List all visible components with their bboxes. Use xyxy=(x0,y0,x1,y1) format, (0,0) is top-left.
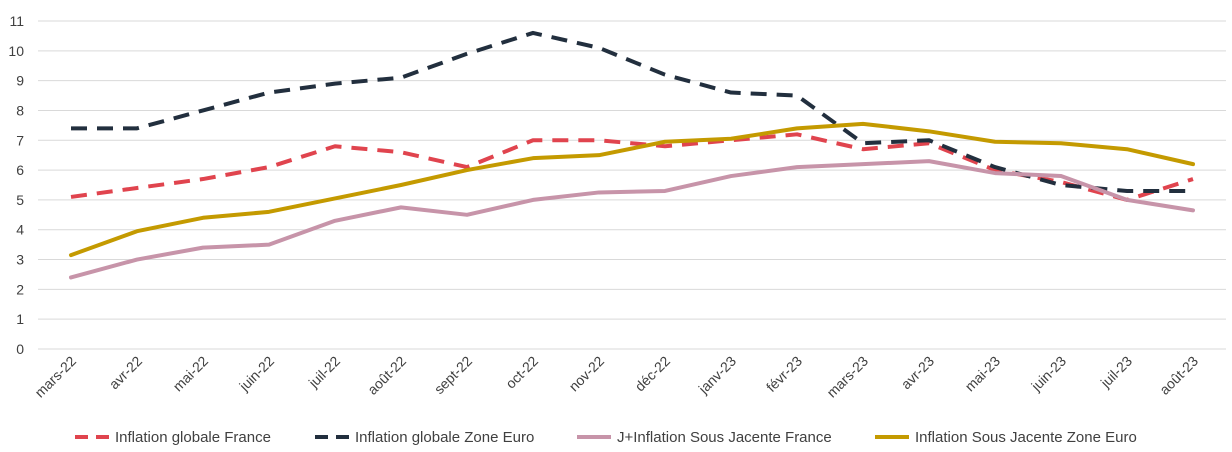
y-tick-label: 7 xyxy=(16,132,24,148)
series-line-4 xyxy=(69,121,1195,258)
x-tick-label: juin-22 xyxy=(235,353,277,395)
x-tick-label: juil-22 xyxy=(305,353,344,392)
series-line-1 xyxy=(70,132,1194,202)
y-tick-label: 1 xyxy=(16,311,24,327)
y-tick-label: 4 xyxy=(16,222,24,238)
x-tick-label: mai-22 xyxy=(170,353,212,395)
x-tick-label: août-22 xyxy=(364,353,409,398)
y-tick-label: 6 xyxy=(16,162,24,178)
chart-series xyxy=(69,30,1195,280)
x-tick-label: avr-22 xyxy=(106,353,146,393)
x-tick-label: janv-23 xyxy=(695,353,740,398)
y-tick-label: 11 xyxy=(9,13,24,29)
series-line-2 xyxy=(71,30,1193,193)
x-tick-label: déc-22 xyxy=(632,353,674,395)
legend-label: Inflation globale France xyxy=(115,429,271,446)
y-axis-tick-labels: 0 1 2 3 4 5 6 7 8 9 10 11 xyxy=(8,13,24,357)
y-tick-label: 10 xyxy=(8,43,24,59)
x-tick-label: sept-22 xyxy=(431,353,475,397)
x-tick-label: févr-23 xyxy=(763,353,805,395)
y-tick-label: 9 xyxy=(16,73,24,89)
x-tick-label: mai-23 xyxy=(962,353,1004,395)
y-tick-label: 3 xyxy=(16,252,24,268)
x-tick-label: oct-22 xyxy=(502,353,541,392)
chart-legend: Inflation globale France Inflation global… xyxy=(75,429,1137,446)
y-tick-label: 2 xyxy=(16,281,24,297)
x-tick-label: juin-23 xyxy=(1027,353,1069,395)
x-tick-label: mars-23 xyxy=(823,353,871,401)
x-tick-label: nov-22 xyxy=(566,353,608,395)
x-axis-tick-labels: mars-22 avr-22 mai-22 juin-22 juil-22 août-22… xyxy=(31,353,1201,401)
x-tick-label: juil-23 xyxy=(1097,353,1136,392)
y-tick-label: 8 xyxy=(16,102,24,118)
x-tick-label: mars-22 xyxy=(31,353,79,401)
x-tick-label: août-23 xyxy=(1156,353,1201,398)
legend-label: Inflation Sous Jacente Zone Euro xyxy=(915,429,1137,446)
chart-gridlines xyxy=(38,20,1226,350)
legend-label: Inflation globale Zone Euro xyxy=(355,429,534,446)
y-tick-label: 5 xyxy=(16,192,24,208)
series-line-3 xyxy=(69,159,1195,280)
legend-label: J+Inflation Sous Jacente France xyxy=(617,429,832,446)
y-tick-label: 0 xyxy=(16,341,24,357)
x-tick-label: avr-23 xyxy=(898,353,938,393)
